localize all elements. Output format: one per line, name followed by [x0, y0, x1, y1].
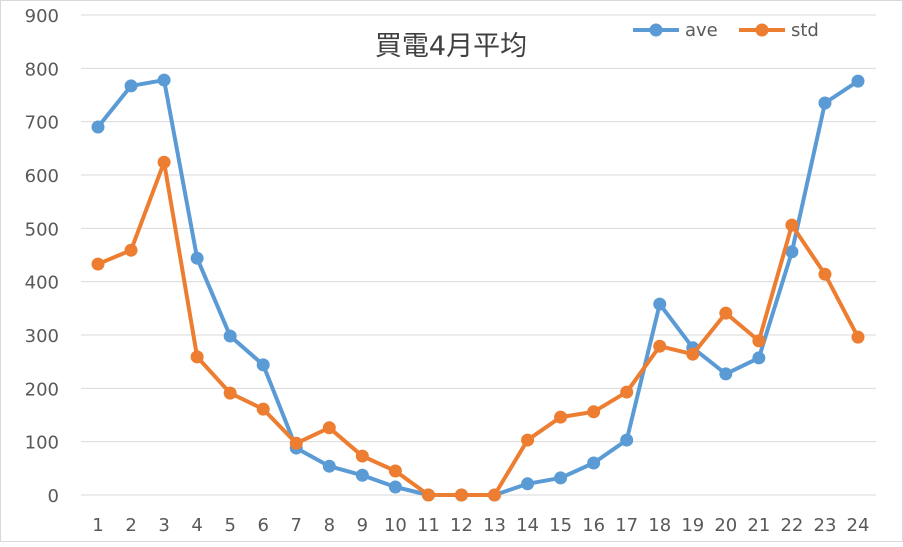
x-axis-ticks: 1 2 3 4 5 6 7 8 9 10 11 12 13 14 15 16 17 18 19 20 21 22 23 24 [92, 515, 869, 536]
data-point-std [587, 405, 601, 419]
y-tick-label: 100 [25, 433, 59, 454]
x-tick-label: 24 [847, 515, 870, 536]
data-point-std [322, 421, 336, 435]
data-point-ave [223, 329, 237, 343]
data-point-std [851, 330, 865, 344]
data-point-std [454, 488, 468, 502]
data-point-ave [388, 480, 402, 494]
x-tick-label: 19 [681, 515, 704, 536]
legend-label-ave: ave [685, 20, 718, 41]
data-point-std [289, 436, 303, 450]
y-tick-label: 700 [25, 113, 59, 134]
data-point-ave [653, 297, 667, 311]
data-point-ave [322, 459, 336, 473]
data-point-std [355, 449, 369, 463]
data-point-ave [157, 73, 171, 87]
y-tick-label: 900 [25, 6, 59, 27]
chart-title: 買電4月平均 [375, 31, 527, 62]
data-point-std [554, 410, 568, 424]
data-point-std [190, 350, 204, 364]
data-point-ave [719, 367, 733, 381]
y-tick-label: 800 [25, 59, 59, 80]
y-tick-label: 200 [25, 379, 59, 400]
data-point-std [157, 155, 171, 169]
data-point-std [223, 386, 237, 400]
legend: ave std [633, 20, 819, 41]
data-point-std [620, 385, 634, 399]
data-point-ave [818, 96, 832, 110]
data-point-ave [355, 468, 369, 482]
x-tick-label: 17 [615, 515, 638, 536]
data-point-ave [851, 74, 865, 88]
x-tick-label: 15 [549, 515, 572, 536]
data-point-ave [190, 251, 204, 265]
y-tick-label: 300 [25, 326, 59, 347]
data-point-std [818, 267, 832, 281]
data-point-std [785, 218, 799, 232]
x-tick-label: 6 [257, 515, 268, 536]
y-axis-ticks: 0 100 200 300 400 500 600 700 800 900 [25, 6, 59, 507]
legend-label-std: std [791, 20, 819, 41]
data-point-ave [587, 456, 601, 470]
y-tick-label: 400 [25, 273, 59, 294]
legend-marker-ave [649, 23, 663, 37]
data-point-std [91, 257, 105, 271]
x-tick-label: 22 [780, 515, 803, 536]
data-point-std [124, 243, 138, 257]
series-line-ave [96, 78, 860, 497]
x-tick-label: 14 [516, 515, 539, 536]
y-tick-label: 500 [25, 219, 59, 240]
legend-marker-std [755, 23, 769, 37]
x-tick-label: 13 [483, 515, 506, 536]
data-point-ave [620, 433, 634, 447]
data-point-ave [124, 79, 138, 93]
x-tick-label: 20 [714, 515, 737, 536]
x-tick-label: 8 [324, 515, 335, 536]
x-tick-label: 18 [648, 515, 671, 536]
x-tick-label: 23 [814, 515, 837, 536]
series-std [91, 155, 865, 502]
x-tick-label: 11 [417, 515, 440, 536]
data-point-std [653, 339, 667, 353]
series-ave [91, 73, 865, 502]
gridlines [81, 14, 876, 496]
data-point-std [521, 433, 535, 447]
data-point-ave [752, 351, 766, 365]
data-point-std [752, 334, 766, 348]
x-tick-label: 5 [224, 515, 235, 536]
data-point-std [719, 306, 733, 320]
data-point-ave [91, 120, 105, 134]
series-group [91, 73, 865, 502]
x-tick-label: 16 [582, 515, 605, 536]
x-tick-label: 12 [450, 515, 473, 536]
x-tick-label: 9 [357, 515, 368, 536]
data-point-std [256, 402, 270, 416]
x-tick-label: 7 [291, 515, 302, 536]
data-point-ave [554, 471, 568, 485]
series-line-std [97, 160, 860, 497]
x-tick-label: 21 [747, 515, 770, 536]
data-point-ave [521, 477, 535, 491]
x-tick-label: 2 [125, 515, 136, 536]
data-point-std [488, 488, 502, 502]
data-point-ave [785, 245, 799, 259]
y-tick-label: 600 [25, 166, 59, 187]
x-tick-label: 4 [191, 515, 202, 536]
data-point-std [388, 464, 402, 478]
data-point-std [421, 488, 435, 502]
data-point-ave [256, 358, 270, 372]
x-tick-label: 1 [92, 515, 103, 536]
x-tick-label: 10 [384, 515, 407, 536]
y-tick-label: 0 [48, 486, 59, 507]
data-point-std [686, 347, 700, 361]
x-tick-label: 3 [158, 515, 169, 536]
